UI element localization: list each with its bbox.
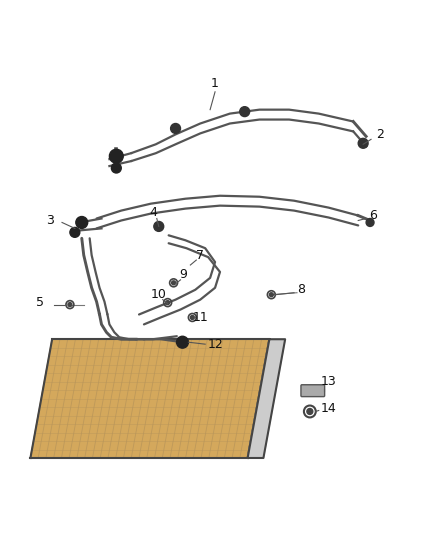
Circle shape (70, 228, 80, 237)
Text: 2: 2 (376, 128, 384, 141)
Circle shape (171, 124, 180, 133)
Circle shape (177, 336, 188, 348)
Circle shape (358, 139, 368, 148)
Text: 8: 8 (297, 283, 305, 296)
Text: 1: 1 (211, 77, 219, 91)
Circle shape (76, 216, 88, 229)
FancyBboxPatch shape (301, 385, 325, 397)
Text: 9: 9 (180, 269, 187, 281)
Circle shape (307, 408, 313, 415)
Polygon shape (247, 339, 285, 458)
Text: 5: 5 (36, 296, 44, 309)
Text: 11: 11 (192, 311, 208, 324)
Circle shape (111, 163, 121, 173)
Circle shape (154, 222, 164, 231)
Circle shape (68, 303, 72, 306)
Circle shape (110, 149, 123, 163)
Circle shape (269, 293, 273, 297)
Text: 4: 4 (149, 206, 157, 219)
Text: 10: 10 (151, 288, 167, 301)
Circle shape (166, 301, 170, 304)
Circle shape (172, 281, 176, 285)
Text: 12: 12 (207, 338, 223, 351)
Text: 7: 7 (196, 248, 204, 262)
Circle shape (191, 316, 194, 319)
Text: 14: 14 (321, 402, 336, 415)
Circle shape (240, 107, 250, 117)
Text: 6: 6 (369, 209, 377, 222)
Circle shape (366, 219, 374, 227)
Text: 13: 13 (321, 375, 336, 388)
Polygon shape (30, 339, 269, 458)
Text: 3: 3 (46, 214, 54, 227)
